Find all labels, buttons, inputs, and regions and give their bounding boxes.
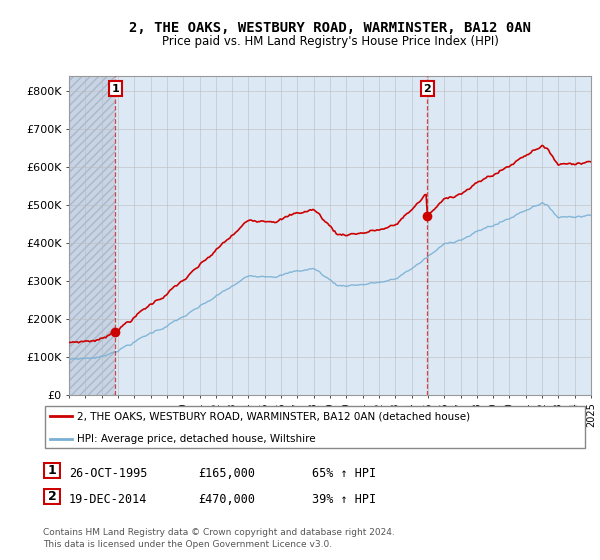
Text: £470,000: £470,000 [198, 493, 255, 506]
Text: 26-OCT-1995: 26-OCT-1995 [69, 466, 148, 480]
Text: HPI: Average price, detached house, Wiltshire: HPI: Average price, detached house, Wilt… [77, 434, 316, 444]
Text: 2, THE OAKS, WESTBURY ROAD, WARMINSTER, BA12 0AN (detached house): 2, THE OAKS, WESTBURY ROAD, WARMINSTER, … [77, 411, 470, 421]
Text: Price paid vs. HM Land Registry's House Price Index (HPI): Price paid vs. HM Land Registry's House … [161, 35, 499, 48]
Text: 19-DEC-2014: 19-DEC-2014 [69, 493, 148, 506]
Text: 1: 1 [111, 83, 119, 94]
Bar [69, 76, 115, 395]
Text: 2: 2 [48, 490, 56, 503]
Text: £165,000: £165,000 [198, 466, 255, 480]
Text: 39% ↑ HPI: 39% ↑ HPI [312, 493, 376, 506]
FancyBboxPatch shape [44, 463, 60, 478]
Text: 1: 1 [48, 464, 56, 477]
Text: 2: 2 [424, 83, 431, 94]
Text: 2, THE OAKS, WESTBURY ROAD, WARMINSTER, BA12 0AN: 2, THE OAKS, WESTBURY ROAD, WARMINSTER, … [129, 21, 531, 35]
Text: 65% ↑ HPI: 65% ↑ HPI [312, 466, 376, 480]
Text: Contains HM Land Registry data © Crown copyright and database right 2024.
This d: Contains HM Land Registry data © Crown c… [43, 528, 395, 549]
FancyBboxPatch shape [45, 405, 585, 449]
FancyBboxPatch shape [44, 489, 60, 504]
Bar [69, 76, 115, 395]
